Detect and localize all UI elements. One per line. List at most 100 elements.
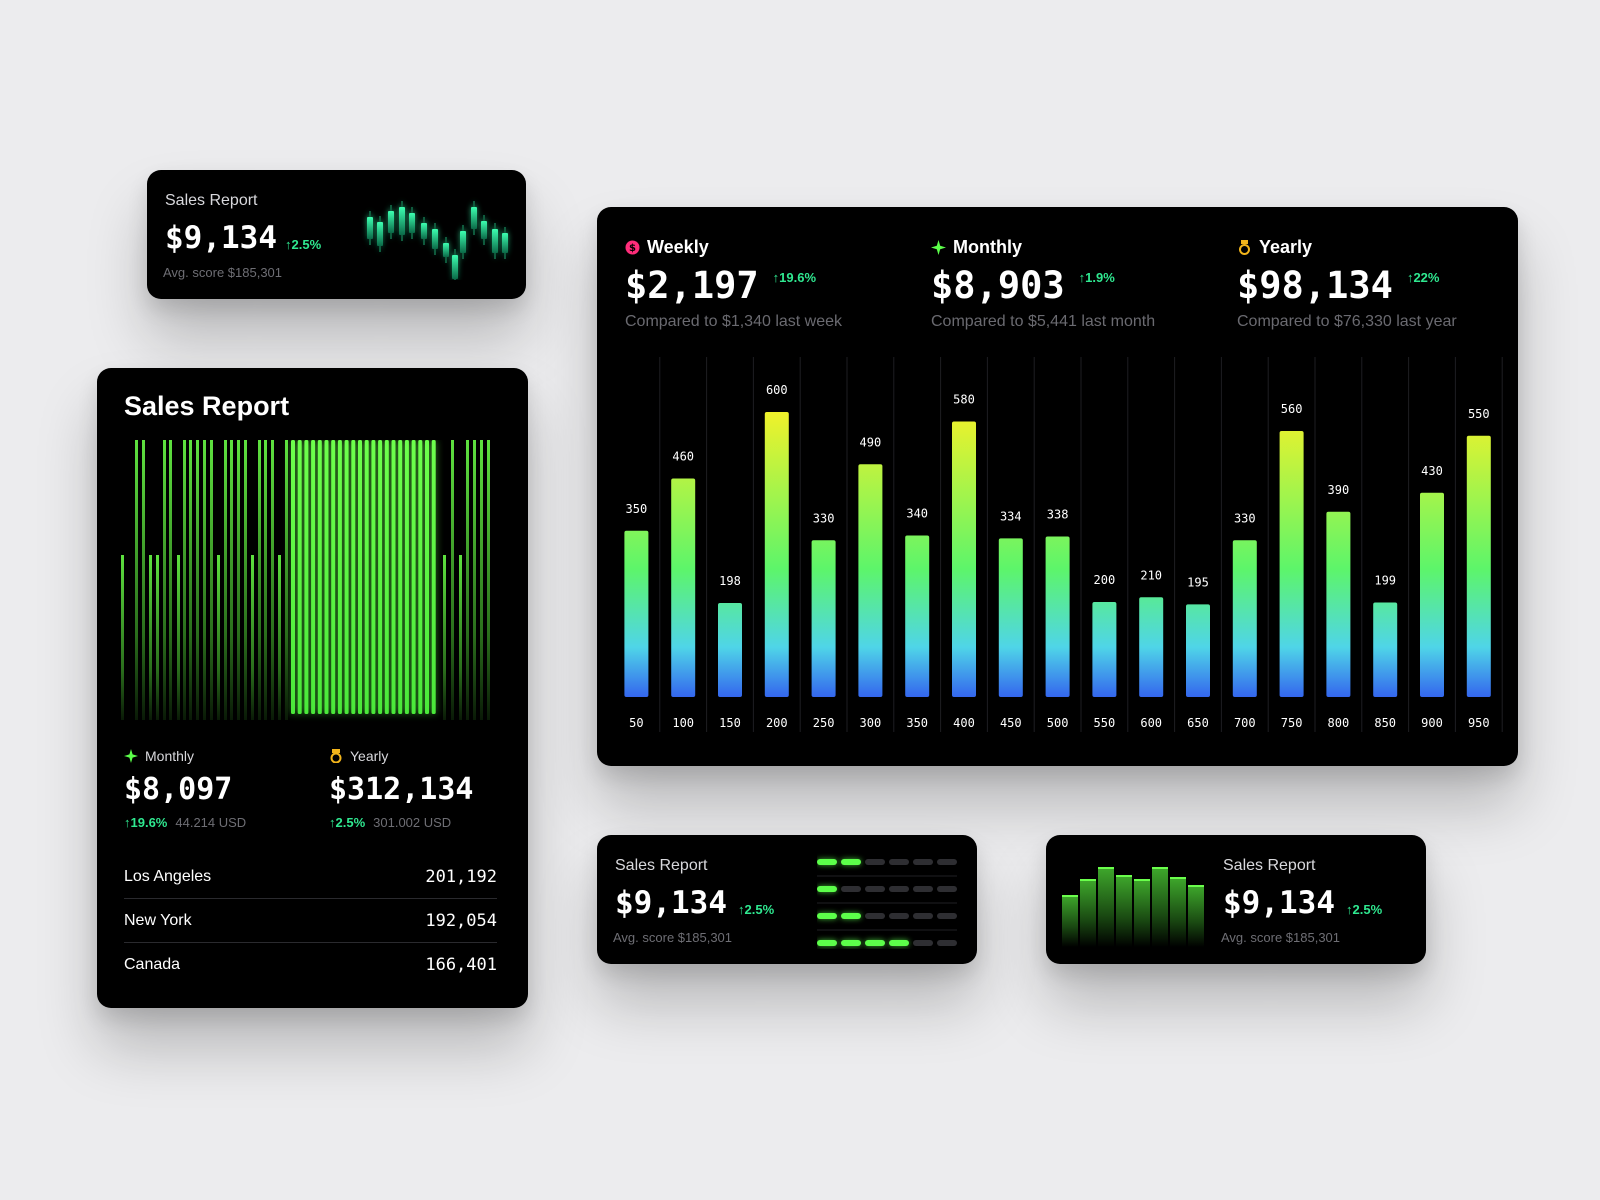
- x-tick-label: 500: [1047, 716, 1069, 730]
- line-bar: [264, 440, 267, 720]
- list-item[interactable]: Los Angeles 201,192: [124, 855, 497, 899]
- x-tick-label: 450: [1000, 716, 1022, 730]
- sales-report-card-top[interactable]: Sales Report $9,134 ↑2.5% Avg. score $18…: [147, 170, 526, 299]
- bar-value-label: 195: [1187, 575, 1209, 589]
- candle-body: [460, 231, 466, 253]
- location-value: 166,401: [425, 955, 497, 975]
- line-bar: [285, 440, 288, 720]
- monthly-usd: 44.214 USD: [175, 815, 247, 830]
- line-bar: [451, 440, 454, 720]
- line-bar-highlight: [351, 440, 356, 714]
- x-tick-label: 100: [672, 716, 694, 730]
- chart-bar: [1139, 597, 1164, 697]
- list-item[interactable]: Canada 166,401: [124, 943, 497, 987]
- progress-segment: [889, 886, 909, 892]
- histogram-chart: [1062, 867, 1204, 947]
- bar-value-label: 600: [766, 383, 788, 397]
- candle-body: [452, 255, 458, 279]
- card-title: Sales Report: [165, 192, 258, 209]
- list-item[interactable]: New York 192,054: [124, 899, 497, 943]
- svg-text:$: $: [629, 243, 636, 254]
- x-tick-label: 850: [1374, 716, 1396, 730]
- line-bar: [156, 555, 159, 720]
- line-bar: [237, 440, 240, 720]
- line-bar: [459, 555, 462, 720]
- line-bar-highlight: [291, 440, 295, 714]
- monthly-compare: Compared to $5,441 last month: [931, 313, 1156, 330]
- yearly-stat: Yearly $312,134 ↑2.5% 301.002 USD: [329, 748, 474, 830]
- weekly-kpi: $ Weekly $2,197 ↑19.6% Compared to $1,340 …: [625, 237, 842, 331]
- monthly-label: Monthly: [953, 237, 1022, 257]
- location-value: 192,054: [425, 910, 497, 931]
- green-line-bars-chart: [121, 440, 490, 720]
- progress-segment: [865, 940, 885, 946]
- progress-segment: [889, 940, 909, 946]
- candle-body: [399, 207, 405, 235]
- sparkle-icon: [931, 240, 946, 255]
- card-title: Sales Report: [615, 857, 708, 874]
- location-name: New York: [124, 911, 192, 929]
- line-bar: [135, 440, 138, 720]
- progress-segment: [841, 859, 861, 865]
- yearly-amount: $98,134: [1237, 264, 1393, 307]
- line-bar-highlight: [311, 440, 316, 714]
- sales-report-card-progress[interactable]: Sales Report $9,134 ↑2.5% Avg. score $18…: [597, 835, 977, 964]
- line-bar-highlight: [297, 440, 302, 714]
- monthly-amount: $8,097: [124, 772, 233, 807]
- monthly-label: Monthly: [145, 748, 195, 764]
- line-bar: [271, 440, 274, 720]
- sales-report-card-histogram[interactable]: Sales Report $9,134 ↑2.5% Avg. score $18…: [1046, 835, 1426, 964]
- yearly-change: ↑2.5%: [329, 815, 366, 830]
- candle-body: [409, 213, 415, 233]
- yearly-label: Yearly: [1259, 237, 1313, 257]
- bar-value-label: 340: [906, 507, 928, 521]
- line-bar-highlight: [358, 440, 362, 714]
- candle-body: [502, 233, 508, 253]
- line-bar-highlight: [384, 440, 389, 714]
- sales-amount: $9,134: [165, 220, 277, 256]
- line-bar: [177, 555, 180, 720]
- candle-body: [367, 217, 373, 239]
- candle-body: [443, 243, 449, 257]
- medal-icon: [330, 749, 342, 763]
- histogram-bar-cap: [1062, 895, 1078, 897]
- line-bar: [480, 440, 483, 720]
- histogram-bar: [1152, 867, 1168, 947]
- line-bar-highlight: [344, 440, 349, 714]
- monthly-stat: Monthly $8,097 ↑19.6% 44.214 USD: [124, 748, 246, 830]
- location-name: Canada: [124, 956, 181, 973]
- histogram-bar-cap: [1116, 875, 1132, 877]
- progress-segment: [817, 913, 837, 919]
- weekly-amount: $2,197: [625, 264, 759, 307]
- histogram-bar: [1188, 885, 1204, 947]
- line-bar: [203, 440, 206, 720]
- chart-bar: [952, 421, 976, 697]
- progress-segment: [817, 940, 837, 946]
- histogram-bar: [1170, 877, 1186, 947]
- histogram-bar: [1098, 867, 1114, 947]
- progress-segment: [817, 859, 837, 865]
- bar-value-label: 330: [813, 511, 835, 525]
- sales-overview-card[interactable]: $ Weekly $2,197 ↑19.6% Compared to $1,340 …: [597, 207, 1518, 766]
- chart-bar: [1279, 431, 1304, 697]
- chart-bar: [1186, 604, 1210, 697]
- progress-segment: [937, 859, 957, 865]
- yearly-amount: $312,134: [329, 772, 474, 807]
- candle-body: [492, 229, 498, 253]
- line-bar: [217, 555, 220, 720]
- avg-score: Avg. score $185,301: [613, 930, 733, 945]
- x-tick-label: 900: [1421, 716, 1443, 730]
- bar-value-label: 430: [1421, 464, 1443, 478]
- line-bar: [487, 440, 490, 720]
- candle-body: [481, 221, 487, 239]
- x-tick-label: 150: [719, 716, 741, 730]
- sales-amount: $9,134: [615, 885, 727, 921]
- line-bar-highlight: [398, 440, 403, 714]
- sales-report-card-detail[interactable]: Sales Report Monthly $8,097 ↑19.6% 44.214…: [97, 368, 528, 1008]
- progress-segment: [841, 940, 861, 946]
- weekly-change: ↑19.6%: [772, 270, 817, 285]
- line-bar: [189, 440, 192, 720]
- line-bar: [163, 440, 166, 720]
- progress-segment: [913, 859, 933, 865]
- histogram-bar-cap: [1080, 879, 1096, 881]
